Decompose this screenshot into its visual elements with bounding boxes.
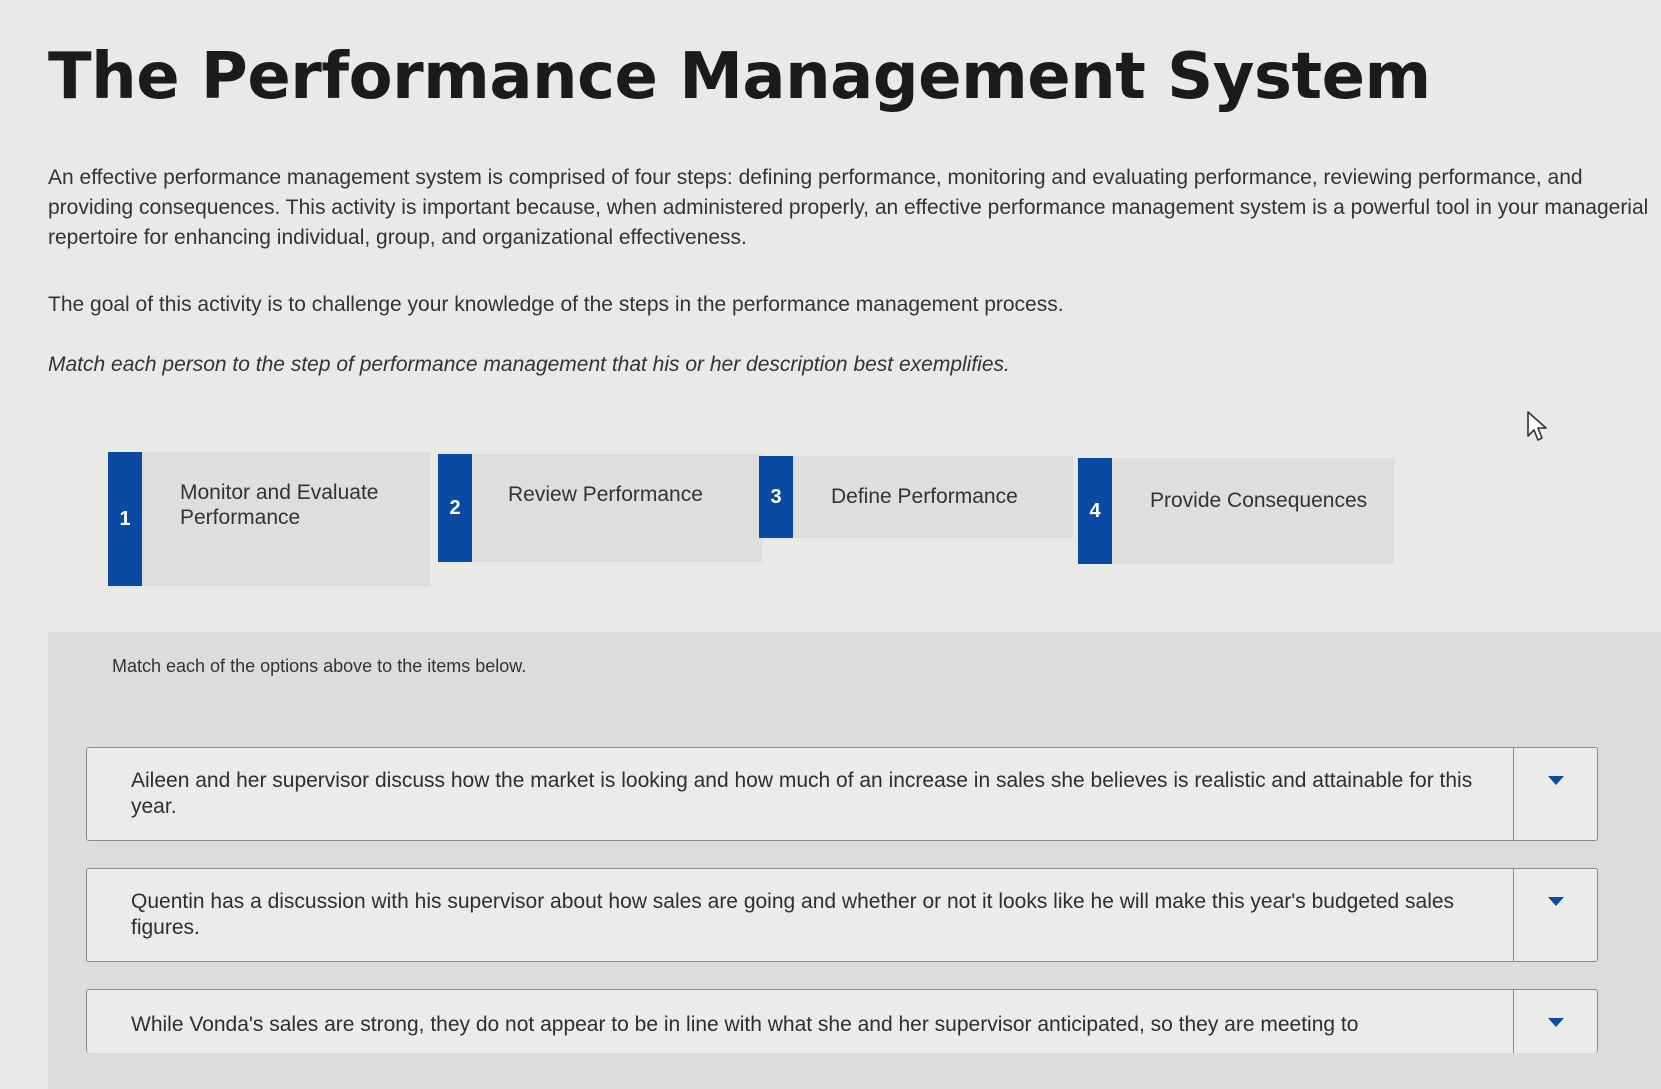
match-item-text-3: While Vonda's sales are strong, they do …	[131, 1013, 1359, 1036]
match-dropdown-1[interactable]	[1513, 748, 1597, 840]
chevron-down-icon	[1547, 1018, 1564, 1027]
option-card-3[interactable]: 3 Define Performance	[759, 456, 1073, 538]
option-bank: 1 Monitor and Evaluate Performance 2 Rev…	[108, 452, 1408, 588]
match-item-text-1: Aileen and her supervisor discuss how th…	[131, 769, 1473, 818]
match-dropdown-3[interactable]	[1513, 990, 1597, 1053]
option-label-4: Provide Consequences	[1112, 458, 1394, 564]
match-dropdown-2[interactable]	[1513, 869, 1597, 961]
page-title: The Performance Management System	[48, 40, 1431, 114]
match-item-1[interactable]: Aileen and her supervisor discuss how th…	[86, 747, 1598, 841]
chevron-down-icon	[1547, 776, 1564, 785]
match-instruction: Match each of the options above to the i…	[112, 656, 527, 676]
goal-paragraph: The goal of this activity is to challeng…	[48, 293, 1064, 316]
option-card-1[interactable]: 1 Monitor and Evaluate Performance	[108, 452, 430, 586]
match-panel: Match each of the options above to the i…	[48, 632, 1661, 1089]
option-number-2: 2	[438, 454, 472, 562]
option-label-2: Review Performance	[472, 454, 762, 562]
instruction-paragraph: Match each person to the step of perform…	[48, 353, 1010, 376]
option-label-3: Define Performance	[793, 456, 1073, 538]
option-label-1: Monitor and Evaluate Performance	[142, 452, 430, 586]
option-number-3: 3	[759, 456, 793, 538]
intro-paragraph: An effective performance management syst…	[48, 166, 1649, 249]
match-item-2[interactable]: Quentin has a discussion with his superv…	[86, 868, 1598, 962]
chevron-down-icon	[1547, 897, 1564, 906]
option-card-2[interactable]: 2 Review Performance	[438, 454, 762, 562]
mouse-pointer-icon	[1527, 411, 1547, 441]
match-item-3[interactable]: While Vonda's sales are strong, they do …	[86, 989, 1598, 1053]
option-number-1: 1	[108, 452, 142, 586]
match-item-text-2: Quentin has a discussion with his superv…	[131, 890, 1455, 939]
option-card-4[interactable]: 4 Provide Consequences	[1078, 458, 1394, 564]
option-number-4: 4	[1078, 458, 1112, 564]
